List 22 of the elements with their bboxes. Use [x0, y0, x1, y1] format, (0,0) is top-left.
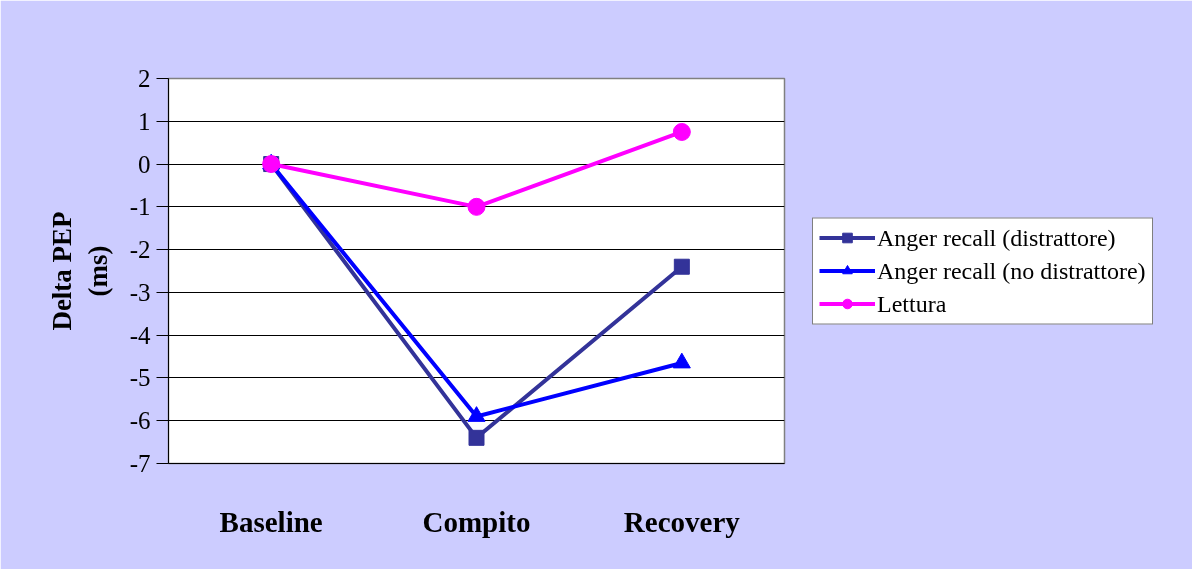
- y-tick-label: 2: [138, 65, 151, 92]
- point: [467, 406, 486, 422]
- legend-label: Anger recall (distrattore): [877, 224, 1116, 251]
- y-tick-label: -4: [129, 321, 151, 349]
- point: [672, 352, 691, 369]
- y-tick-label: -6: [129, 407, 151, 435]
- y-tick-label: -1: [129, 193, 151, 221]
- x-tick-label: Compito: [422, 505, 531, 538]
- point: [672, 122, 691, 141]
- y-tick-label: -7: [129, 450, 151, 477]
- y-axis-title: Delta PEP (ms): [46, 211, 113, 331]
- x-tick-label: Recovery: [623, 505, 741, 538]
- point: [673, 258, 690, 275]
- x-tick-label: Baseline: [219, 505, 323, 538]
- point: [467, 197, 486, 216]
- y-tick-label: 0: [138, 150, 151, 178]
- y-tick-label: 1: [138, 107, 151, 135]
- y-tick-label: -3: [129, 278, 151, 306]
- y-tick-label: -5: [129, 364, 151, 392]
- y-tick-label: -2: [129, 236, 151, 264]
- legend-label: Lettura: [877, 290, 947, 317]
- legend-label: Anger recall (no distrattore): [877, 257, 1146, 284]
